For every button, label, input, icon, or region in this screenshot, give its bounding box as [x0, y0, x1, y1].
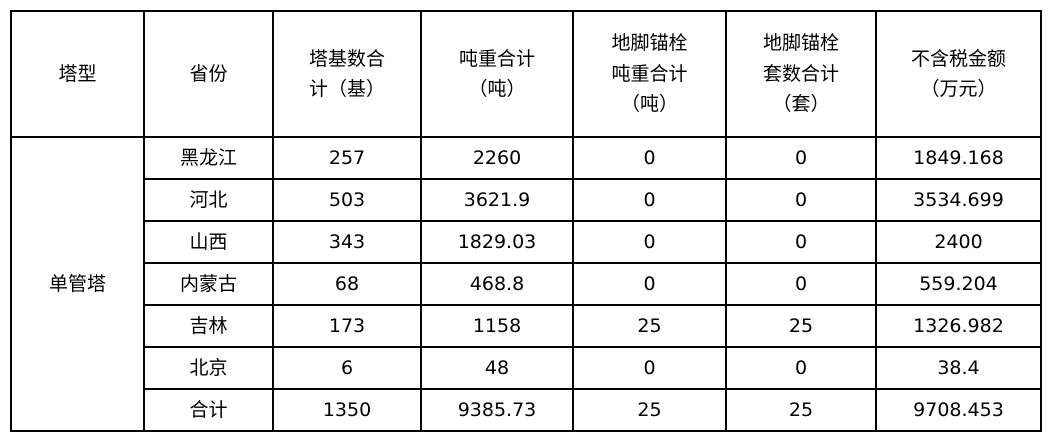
- table-cell: 9385.73: [420, 388, 574, 432]
- column-header: 地脚锚栓吨重合计（吨）: [572, 10, 727, 138]
- table-cell: 6: [272, 346, 422, 390]
- table-cell: 黑龙江: [143, 136, 274, 180]
- table-cell: 2400: [875, 220, 1042, 264]
- table-cell: 北京: [143, 346, 274, 390]
- table-cell: 257: [272, 136, 422, 180]
- table-row: 合计 1350 9385.73 25 25 9708.453: [11, 388, 1042, 432]
- table-cell: 3621.9: [420, 178, 574, 222]
- table-cell: 0: [725, 178, 877, 222]
- table-cell: 1829.03: [420, 220, 574, 264]
- header-label: 地脚锚栓吨重合计（吨）: [611, 32, 688, 116]
- table-cell: 25: [572, 304, 727, 348]
- table-cell: 25: [725, 388, 877, 432]
- table-cell: 343: [272, 220, 422, 264]
- table-cell: 内蒙古: [143, 262, 274, 306]
- table-cell: 25: [725, 304, 877, 348]
- table-cell: 1849.168: [875, 136, 1042, 180]
- table-cell: 173: [272, 304, 422, 348]
- table-cell: 0: [572, 346, 727, 390]
- table-cell: 1326.982: [875, 304, 1042, 348]
- header-row: 塔型 省份 塔基数合计（基） 吨重合计（吨） 地脚锚栓吨重合计（吨） 地脚锚栓套数合计（套…: [10, 10, 1042, 138]
- tower-type-cell: 单管塔: [10, 136, 145, 432]
- table-cell: 0: [572, 262, 727, 306]
- table-cell: 68: [272, 262, 422, 306]
- table-cell: 2260: [420, 136, 574, 180]
- table-row: 河北 503 3621.9 0 0 3534.699: [11, 178, 1042, 222]
- header-label: 地脚锚栓套数合计（套）: [762, 32, 839, 116]
- table-row: 北京 6 48 0 0 38.4: [11, 346, 1042, 390]
- header-label: 不含税金额（万元）: [910, 47, 1006, 100]
- table-cell: 0: [572, 178, 727, 222]
- table-row: 内蒙古 68 468.8 0 0 559.204: [11, 262, 1042, 306]
- table-row: 单管塔 黑龙江 257 2260 0 0 1849.168: [10, 136, 1042, 432]
- column-header: 塔基数合计（基）: [272, 10, 422, 138]
- column-header: 塔型: [10, 10, 145, 138]
- tower-summary-table: 塔型 省份 塔基数合计（基） 吨重合计（吨） 地脚锚栓吨重合计（吨） 地脚锚栓套数合计（套…: [10, 10, 1042, 432]
- table-cell: 河北: [143, 178, 274, 222]
- table-cell: 0: [725, 346, 877, 390]
- table-cell: 0: [725, 220, 877, 264]
- table-row: 山西 343 1829.03 0 0 2400: [11, 220, 1042, 264]
- header-label: 塔基数合计（基）: [308, 47, 385, 100]
- header-label: 吨重合计（吨）: [458, 47, 535, 100]
- column-header: 地脚锚栓套数合计（套）: [725, 10, 877, 138]
- table-cell: 468.8: [420, 262, 574, 306]
- table-cell: 1158: [420, 304, 574, 348]
- table-cell: 0: [725, 136, 877, 180]
- column-header: 不含税金额（万元）: [875, 10, 1042, 138]
- table-cell: 0: [572, 220, 727, 264]
- table-cell: 0: [572, 136, 727, 180]
- table-cell: 吉林: [143, 304, 274, 348]
- table-row: 吉林 173 1158 25 25 1326.982: [11, 304, 1042, 348]
- column-header: 吨重合计（吨）: [420, 10, 574, 138]
- table-cell: 合计: [143, 388, 274, 432]
- table-cell: 0: [725, 262, 877, 306]
- table-cell: 9708.453: [875, 388, 1042, 432]
- header-label: 省份: [189, 62, 228, 85]
- table-cell: 1350: [272, 388, 422, 432]
- table-cell: 38.4: [875, 346, 1042, 390]
- table-cell: 25: [572, 388, 727, 432]
- table-cell: 559.204: [875, 262, 1042, 306]
- header-label: 塔型: [58, 62, 97, 85]
- table-cell: 48: [420, 346, 574, 390]
- table-cell: 山西: [143, 220, 274, 264]
- table-cell: 3534.699: [875, 178, 1042, 222]
- column-header: 省份: [143, 10, 274, 138]
- table-cell: 503: [272, 178, 422, 222]
